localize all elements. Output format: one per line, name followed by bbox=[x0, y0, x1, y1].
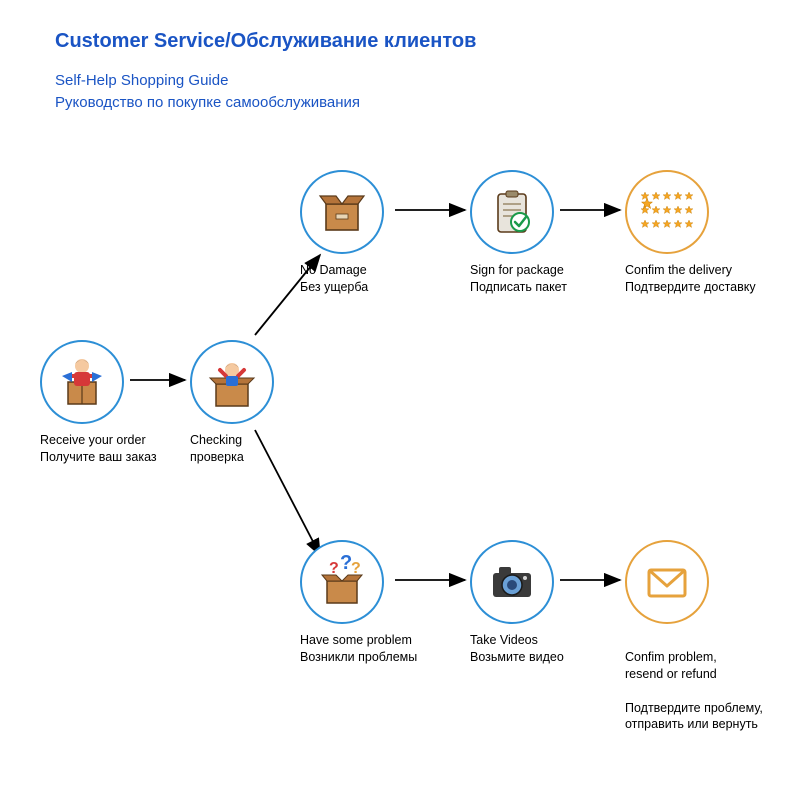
checking-icon bbox=[190, 340, 274, 424]
receive-order-icon bbox=[40, 340, 124, 424]
node-label: Take Videos Возьмите видео bbox=[470, 632, 620, 666]
node-receive-order: Receive your order Получите ваш заказ bbox=[40, 340, 190, 466]
svg-text:?: ? bbox=[351, 560, 361, 577]
node-no-damage: No Damage Без ущерба bbox=[300, 170, 450, 296]
camera-icon bbox=[470, 540, 554, 624]
node-label: Have some problem Возникли проблемы bbox=[300, 632, 450, 666]
node-label: Checking проверка bbox=[190, 432, 340, 466]
flowchart-canvas: Customer Service/Обслуживание клиентов S… bbox=[0, 0, 800, 800]
clipboard-check-icon bbox=[470, 170, 554, 254]
node-have-problem: ? ? ? Have some problem Возникли проблем… bbox=[300, 540, 450, 666]
envelope-icon bbox=[625, 540, 709, 624]
node-confirm-delivery: Confim the delivery Подтвердите доставку bbox=[625, 170, 775, 296]
node-label: Receive your order Получите ваш заказ bbox=[40, 432, 190, 466]
node-label: No Damage Без ущерба bbox=[300, 262, 450, 296]
node-label: Confim problem, resend or refund Подтвер… bbox=[625, 632, 795, 750]
stars-icon bbox=[625, 170, 709, 254]
node-checking: Checking проверка bbox=[190, 340, 340, 466]
node-confirm-problem: Confim problem, resend or refund Подтвер… bbox=[625, 540, 795, 750]
svg-text:?: ? bbox=[329, 560, 339, 577]
node-take-videos: Take Videos Возьмите видео bbox=[470, 540, 620, 666]
node-label: Sign for package Подписать пакет bbox=[470, 262, 620, 296]
box-question-icon: ? ? ? bbox=[300, 540, 384, 624]
node-label: Confim the delivery Подтвердите доставку bbox=[625, 262, 775, 296]
node-sign-package: Sign for package Подписать пакет bbox=[470, 170, 620, 296]
box-icon bbox=[300, 170, 384, 254]
